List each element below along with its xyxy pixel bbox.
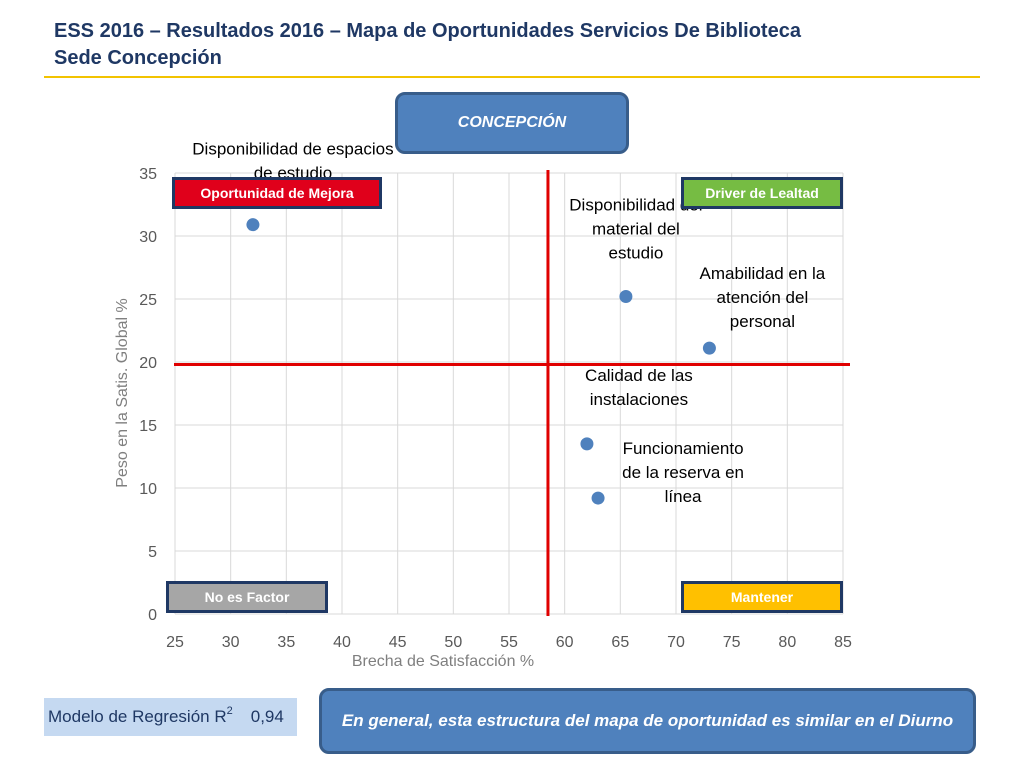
x-tick-label: 55	[500, 634, 518, 651]
quadrant-label-no-es-factor: No es Factor	[166, 581, 328, 613]
title-line-2: Sede Concepción	[54, 47, 222, 69]
data-point	[580, 437, 594, 451]
data-point-label: Amabilidad en la atención del personal	[700, 264, 826, 331]
x-tick-label: 80	[778, 634, 796, 651]
data-point	[591, 491, 605, 505]
data-point-label: Funcionamiento de la reserva en línea	[622, 439, 744, 506]
data-point-label: Disponibilidad del material del estudio	[569, 195, 702, 262]
x-tick-label: 70	[667, 634, 685, 651]
x-tick-label: 65	[611, 634, 629, 651]
y-tick-label: 20	[139, 355, 157, 372]
x-tick-label: 75	[723, 634, 741, 651]
y-tick-label: 15	[139, 418, 157, 435]
data-point	[619, 289, 633, 303]
campus-header-box: CONCEPCIÓN	[395, 92, 629, 154]
x-tick-label: 35	[277, 634, 295, 651]
regression-superscript: 2	[226, 705, 233, 717]
y-tick-label: 35	[139, 166, 157, 183]
regression-value: 0,94	[250, 707, 284, 726]
x-tick-label: 25	[166, 634, 184, 651]
slide-title: ESS 2016 – Resultados 2016 – Mapa de Opo…	[54, 18, 801, 72]
y-tick-label: 25	[139, 292, 157, 309]
y-axis-label: Peso en la Satis. Global %	[114, 298, 131, 487]
y-tick-label: 10	[139, 481, 157, 498]
title-underline	[44, 76, 980, 78]
data-point-label: Calidad de las instalaciones	[585, 366, 693, 409]
quadrant-label-mantener: Mantener	[681, 581, 843, 613]
y-tick-label: 30	[139, 229, 157, 246]
x-tick-label: 50	[444, 634, 462, 651]
y-tick-label: 5	[148, 544, 157, 561]
regression-label: Modelo de Regresión R	[48, 707, 227, 726]
quadrant-label-driver-de-lealtad: Driver de Lealtad	[681, 177, 843, 209]
conclusion-box: En general, esta estructura del mapa de …	[319, 688, 976, 754]
x-axis-label: Brecha de Satisfacción %	[352, 653, 534, 670]
quadrant-label-oportunidad-de-mejora: Oportunidad de Mejora	[172, 177, 382, 209]
data-point	[246, 218, 260, 232]
title-line-1: ESS 2016 – Resultados 2016 – Mapa de Opo…	[54, 20, 801, 42]
y-tick-label: 0	[148, 607, 157, 624]
x-tick-label: 60	[556, 634, 574, 651]
x-tick-label: 85	[834, 634, 852, 651]
x-tick-label: 30	[222, 634, 240, 651]
x-tick-label: 40	[333, 634, 351, 651]
opportunity-map-chart: 25 30 35 40 45 50 55 60 65 70 75 80 85 0 5 10 15 20 25 30 35…	[114, 140, 852, 670]
x-tick-label: 45	[389, 634, 407, 651]
data-point	[702, 341, 716, 355]
